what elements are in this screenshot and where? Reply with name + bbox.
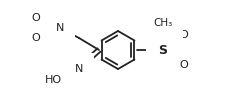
Text: HO: HO (45, 75, 62, 85)
Text: CH₃: CH₃ (153, 18, 173, 28)
Text: O: O (32, 13, 40, 23)
Text: S: S (158, 43, 167, 56)
Text: O: O (32, 33, 40, 43)
Text: N: N (75, 64, 83, 74)
Text: O: O (180, 30, 188, 40)
Text: N: N (56, 23, 64, 33)
Text: O: O (180, 60, 188, 70)
